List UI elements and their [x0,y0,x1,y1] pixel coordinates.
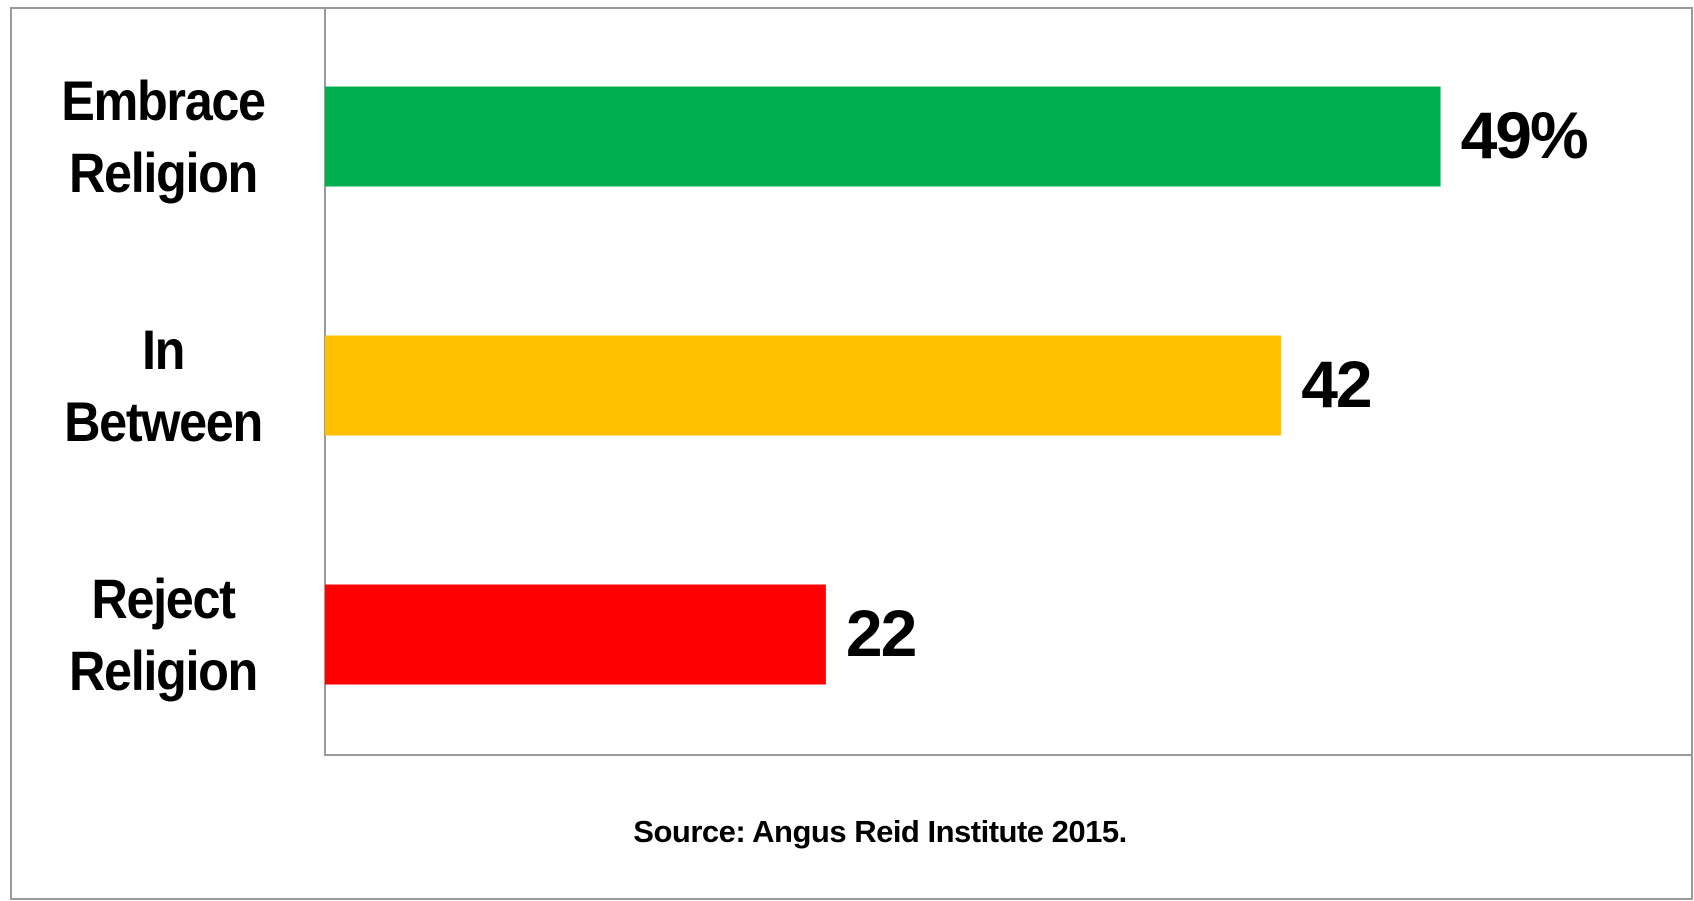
value-label: 49% [1461,98,1587,172]
bar [325,335,1282,436]
category-label: Embrace Religion [61,68,266,204]
value-label: 22 [846,596,916,670]
category-label: In Between [64,317,263,453]
value-label: 42 [1301,347,1371,421]
category-label: Reject Religion [68,566,258,702]
source-note: Source: Angus Reid Institute 2015. [633,814,1126,849]
bar [325,584,826,685]
bar [325,86,1441,187]
